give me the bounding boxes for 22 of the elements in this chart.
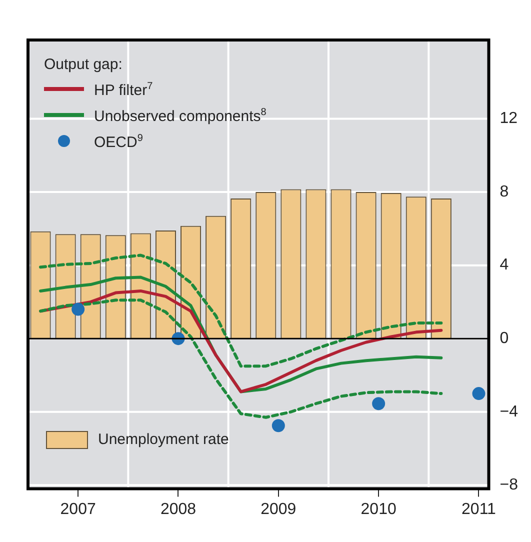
line-series <box>39 254 443 368</box>
legend-label: Unobserved components$^{8}$ <box>94 106 266 127</box>
y-tick-label: −8 <box>500 476 518 494</box>
x-tick-label: 2007 <box>60 500 96 518</box>
legend-label: HP filter$^{7}$ <box>94 80 153 101</box>
point <box>72 302 85 316</box>
y-tick-label: −4 <box>500 403 518 420</box>
y-tick-label: 0 <box>500 330 509 347</box>
y-tick-label: 12 <box>500 110 518 128</box>
y-tick-label: 4 <box>500 256 509 274</box>
legend-label: Unemployment rate <box>98 430 229 450</box>
point <box>472 387 486 400</box>
point <box>372 397 386 410</box>
x-tick-label: 2010 <box>360 500 396 518</box>
legend-label: OECD$^{9}$ <box>94 132 143 153</box>
legend-title: Output gap: <box>44 55 124 75</box>
x-tick-label: 2011 <box>462 500 496 518</box>
y-tick-label: 8 <box>500 183 509 200</box>
point <box>272 419 285 432</box>
line-series <box>39 298 443 419</box>
x-tick-label: 2009 <box>260 500 296 518</box>
x-tick-label: 2008 <box>160 500 196 518</box>
